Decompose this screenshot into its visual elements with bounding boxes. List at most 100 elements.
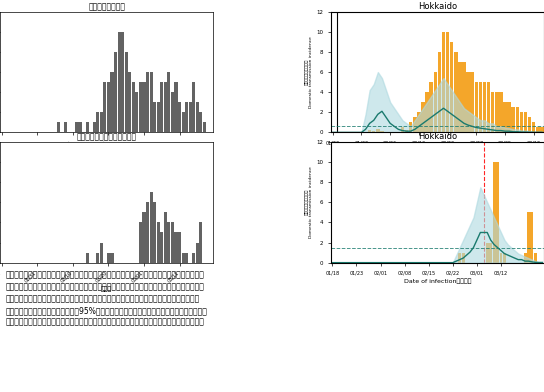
Bar [110, 72, 114, 132]
Bar [203, 122, 206, 132]
Bar [182, 252, 184, 263]
Bar [150, 72, 153, 132]
Title: Hokkaido: Hokkaido [418, 2, 457, 11]
Text: 左上：発病時刻に基づく流行曲線。左下：リンクのない感染者の流行曲線（報道発表ベース）。
右上：推定された感染時刻別の新規感染者数（左縦軸・棒グラフ：黄色は国内発: 左上：発病時刻に基づく流行曲線。左下：リンクのない感染者の流行曲線（報道発表ベー… [5, 270, 207, 327]
X-axis label: 発症日: 発症日 [101, 287, 112, 292]
Bar [189, 102, 191, 132]
Bar [57, 122, 60, 132]
Bar [196, 243, 199, 263]
Title: リンクなし患者数の流行曲線: リンクなし患者数の流行曲線 [77, 132, 137, 141]
Bar [434, 72, 437, 132]
Bar [139, 82, 142, 132]
Bar [64, 122, 67, 132]
Bar [146, 202, 149, 263]
Bar [178, 102, 181, 132]
Bar [143, 212, 145, 263]
Bar [437, 52, 441, 132]
Bar [462, 252, 465, 263]
Bar [185, 102, 188, 132]
Bar [454, 52, 458, 132]
Y-axis label: 感染者数（黄色の棒）
Domestic transmission incidence: 感染者数（黄色の棒） Domestic transmission inciden… [305, 36, 313, 108]
Bar [524, 112, 527, 132]
Bar [413, 117, 417, 132]
Bar [168, 72, 170, 132]
Bar [536, 127, 540, 132]
Bar [139, 222, 142, 263]
Bar [368, 131, 372, 132]
Bar [487, 82, 490, 132]
Bar [157, 222, 160, 263]
Bar [153, 202, 156, 263]
Bar [128, 72, 131, 132]
Bar [100, 112, 103, 132]
Bar [503, 102, 507, 132]
Bar [157, 102, 160, 132]
Bar [458, 252, 461, 263]
Bar [495, 92, 498, 132]
Bar [409, 122, 412, 132]
Bar [376, 129, 380, 132]
Bar [125, 52, 128, 132]
Bar [450, 42, 454, 132]
Bar [421, 102, 425, 132]
Title: Hokkaido: Hokkaido [418, 132, 457, 141]
Bar [92, 122, 96, 132]
Bar [146, 72, 149, 132]
Bar [192, 82, 195, 132]
Bar [466, 72, 470, 132]
Bar [528, 117, 531, 132]
Bar [200, 112, 202, 132]
Bar [417, 112, 421, 132]
Bar [100, 243, 103, 263]
Bar [511, 107, 515, 132]
Bar [164, 212, 167, 263]
Bar [135, 92, 138, 132]
Bar [200, 222, 202, 263]
Bar [75, 122, 78, 132]
Title: 北海道の流行曲線: 北海道の流行曲線 [88, 2, 125, 11]
Bar [503, 252, 506, 263]
Bar [491, 92, 494, 132]
Bar [530, 212, 534, 263]
Bar [153, 102, 156, 132]
Bar [114, 52, 117, 132]
Bar [442, 32, 445, 132]
Bar [160, 82, 163, 132]
Bar [107, 252, 110, 263]
Bar [85, 252, 89, 263]
Bar [527, 212, 530, 263]
Bar [96, 112, 100, 132]
Bar [96, 252, 100, 263]
Bar [380, 131, 384, 132]
Bar [479, 82, 482, 132]
X-axis label: Date of infection　感染日: Date of infection 感染日 [404, 278, 471, 284]
Bar [78, 122, 82, 132]
Bar [178, 232, 181, 263]
Bar [143, 82, 145, 132]
Bar [534, 252, 537, 263]
Bar [175, 232, 177, 263]
Bar [405, 131, 409, 132]
Bar [520, 112, 523, 132]
Bar [496, 162, 499, 263]
Bar [516, 107, 519, 132]
Bar [425, 92, 429, 132]
Bar [474, 82, 478, 132]
Bar [446, 32, 449, 132]
Bar [171, 222, 174, 263]
Bar [508, 102, 511, 132]
Bar [185, 252, 188, 263]
Bar [493, 162, 496, 263]
Bar [121, 32, 124, 132]
Bar [110, 252, 114, 263]
Y-axis label: 感染者数（黄色の棒）
Domestic transmission incidence: 感染者数（黄色の棒） Domestic transmission inciden… [305, 166, 313, 238]
Bar [182, 112, 184, 132]
Bar [107, 82, 110, 132]
Bar [160, 232, 163, 263]
Bar [483, 82, 486, 132]
Bar [175, 82, 177, 132]
Bar [486, 243, 489, 263]
Bar [532, 122, 535, 132]
Bar [489, 243, 492, 263]
Bar [462, 62, 466, 132]
